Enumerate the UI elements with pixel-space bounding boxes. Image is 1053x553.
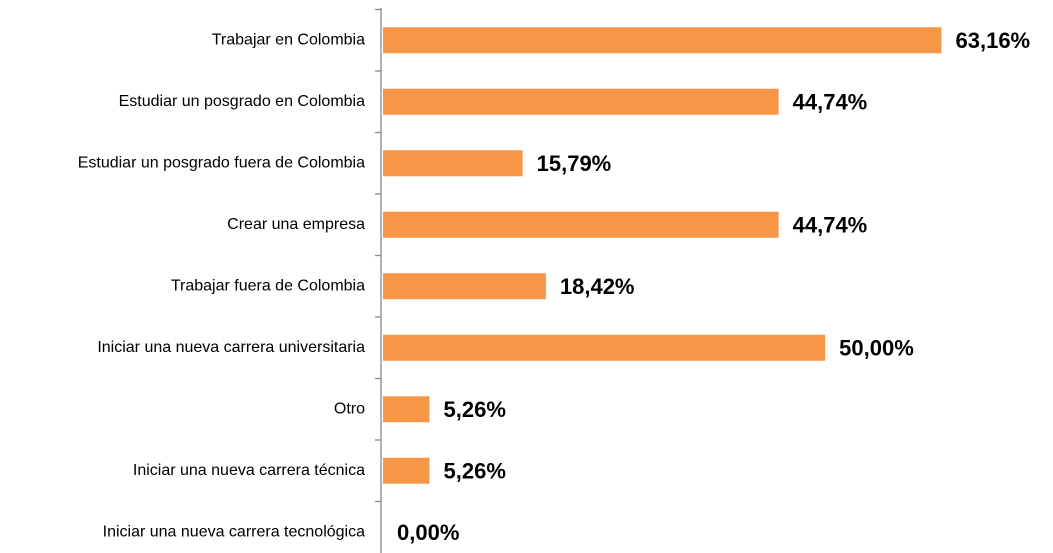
- value-label: 5,26%: [444, 459, 506, 484]
- category-label: Iniciar una nueva carrera universitaria: [97, 339, 365, 356]
- value-label: 5,26%: [444, 397, 506, 422]
- bar: [383, 88, 779, 115]
- value-label: 15,79%: [537, 151, 612, 176]
- category-label: Trabajar en Colombia: [212, 31, 365, 48]
- category-label: Otro: [334, 400, 365, 417]
- category-label: Estudiar un posgrado en Colombia: [119, 93, 365, 110]
- value-label: 18,42%: [560, 274, 635, 299]
- value-label: 0,00%: [397, 520, 459, 545]
- value-label: 63,16%: [956, 28, 1031, 53]
- value-label: 50,00%: [839, 336, 914, 361]
- bar: [383, 211, 779, 238]
- bar: [383, 396, 430, 423]
- value-label: 44,74%: [793, 90, 868, 115]
- bar: [383, 334, 826, 361]
- category-label: Iniciar una nueva carrera tecnológica: [103, 523, 365, 540]
- value-label: 44,74%: [793, 213, 868, 238]
- category-label: Estudiar un posgrado fuera de Colombia: [78, 154, 365, 171]
- category-label: Crear una empresa: [227, 216, 365, 233]
- category-label: Trabajar fuera de Colombia: [171, 277, 365, 294]
- bar: [383, 273, 546, 300]
- bar: [383, 27, 942, 54]
- bar: [383, 457, 430, 484]
- bar: [383, 150, 523, 177]
- category-label: Iniciar una nueva carrera técnica: [133, 462, 365, 479]
